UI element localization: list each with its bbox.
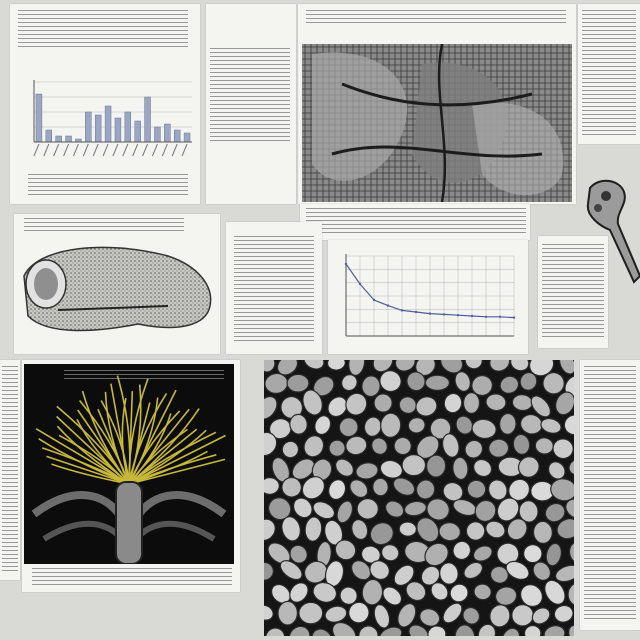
column-text-lines-a	[210, 48, 290, 144]
sheet-table	[226, 222, 322, 354]
line-chart-svg	[344, 254, 516, 337]
bar-chart-tick-label	[43, 143, 50, 157]
bar-chart-tick-label	[142, 143, 149, 157]
bar-chart-bar	[114, 117, 122, 143]
line-chart-point	[428, 312, 432, 315]
bar-chart-tick-label	[112, 143, 119, 157]
bar-chart-bar	[183, 132, 191, 143]
bar-chart-tick-label	[122, 143, 129, 157]
bar-chart-tick-label	[72, 143, 79, 157]
root-caption-lines	[32, 568, 232, 586]
table-text-lines	[234, 236, 314, 344]
bar-chart-bar	[65, 135, 72, 143]
plate-title-lines	[306, 10, 566, 26]
bar-chart-tick-label	[132, 143, 139, 157]
sheet-text-column	[206, 4, 296, 204]
right-mid-text-lines	[542, 244, 604, 340]
sheet-right-text	[578, 4, 640, 144]
cell-tissue-svg	[264, 360, 574, 636]
caption-text-lines	[28, 174, 188, 198]
bar-chart-bar	[124, 111, 132, 143]
line-chart-point	[498, 315, 502, 318]
sheet-right-mid-text	[538, 236, 608, 348]
line-chart-points	[344, 262, 516, 319]
bar-chart-bar	[164, 123, 171, 143]
bar-chart-bar	[94, 114, 102, 143]
leaf-texture-illustration	[302, 44, 572, 202]
bar-chart-bar	[35, 93, 43, 143]
bone-illustration	[580, 176, 640, 286]
line-chart-point	[456, 314, 460, 317]
plate-heading-lines	[64, 370, 224, 380]
bar-chart-svg	[33, 80, 192, 157]
bar-chart-tick-label	[181, 143, 188, 157]
bar-chart-tick-label	[53, 143, 60, 157]
header-text-lines	[18, 10, 188, 50]
bone-svg	[586, 179, 640, 284]
bar-chart-bar	[85, 111, 92, 143]
line-chart-point	[358, 282, 362, 286]
left-edge-text-lines	[2, 366, 18, 574]
bar-chart-bars	[35, 93, 191, 143]
sheet-bar-chart	[10, 4, 200, 204]
shell-title-lines	[24, 218, 184, 232]
mollusk-shell-illustration	[18, 236, 216, 348]
line-chart-point	[386, 304, 390, 307]
line-chart-point	[470, 314, 474, 318]
sheet-left-edge-text	[0, 360, 20, 580]
line-chart-point	[414, 310, 418, 314]
line-chart-point	[484, 315, 488, 318]
bar-chart-bar	[45, 129, 53, 143]
leaf-texture-svg	[302, 44, 572, 202]
line-chart-point	[344, 262, 348, 266]
bar-chart-tick-label	[82, 143, 89, 157]
sheet-shell-plate	[14, 214, 220, 354]
line-chart-point	[400, 309, 404, 312]
bottom-right-text-lines	[584, 366, 636, 622]
mollusk-shell-svg	[23, 246, 212, 332]
bar-chart-bar	[104, 105, 112, 143]
bar-chart-bar	[173, 129, 181, 143]
sheet-root-plate	[22, 360, 240, 592]
bar-chart-bar	[154, 126, 161, 143]
bar-chart-bar	[144, 96, 151, 143]
line-chart-point	[512, 316, 516, 319]
bar-chart-tick-marks	[33, 143, 188, 157]
sheet-line-chart	[328, 240, 528, 354]
bar-chart-bar	[134, 120, 141, 143]
bar-chart-tick-label	[161, 143, 168, 157]
line-chart-point	[442, 313, 446, 316]
sheet-bottom-right-text	[580, 360, 640, 630]
bar-chart-bar	[55, 135, 62, 143]
root-system-svg	[31, 375, 227, 564]
cell-tissue-illustration	[264, 360, 574, 636]
right-text-lines	[582, 10, 636, 136]
bar-chart-tick-label	[102, 143, 109, 157]
bar-chart-tick-label	[151, 143, 158, 157]
bar-chart	[26, 78, 194, 160]
bar-chart-tick-label	[92, 143, 99, 157]
bar-chart-tick-label	[33, 143, 40, 157]
sheet-leaf-plate	[298, 4, 576, 204]
line-chart-grid	[345, 255, 515, 337]
sheet-caption-band	[300, 204, 530, 240]
caption-band-lines	[306, 208, 526, 236]
bar-chart-tick-label	[63, 143, 70, 157]
root-system-illustration	[24, 364, 234, 564]
bar-chart-tick-label	[171, 143, 178, 157]
line-chart-point	[372, 298, 376, 302]
line-chart	[338, 252, 518, 344]
